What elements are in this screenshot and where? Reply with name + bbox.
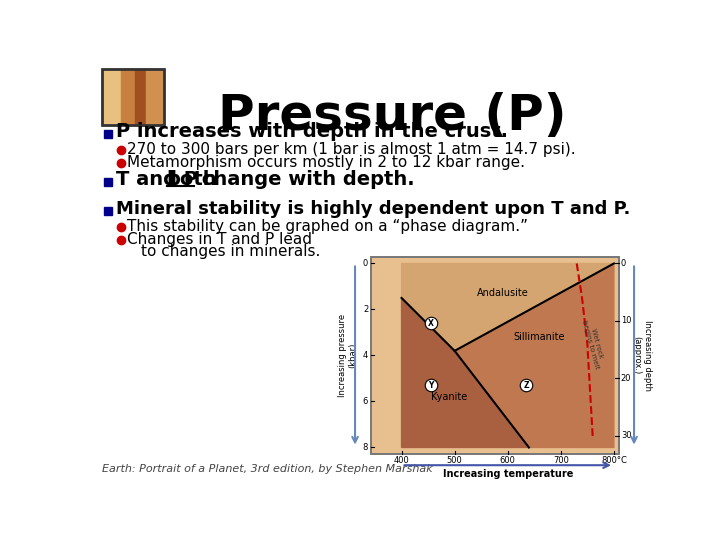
Text: X: X [428, 319, 433, 328]
Text: 400: 400 [394, 456, 410, 465]
Text: 600: 600 [500, 456, 516, 465]
Text: 0: 0 [363, 259, 368, 268]
Bar [104, 178, 112, 186]
Text: 700: 700 [553, 456, 569, 465]
Text: Z: Z [523, 381, 529, 390]
Text: Changes in T and P lead: Changes in T and P lead [127, 232, 312, 247]
Text: Mineral stability is highly dependent upon T and P.: Mineral stability is highly dependent up… [116, 200, 630, 218]
Text: P increases with depth in the crust.: P increases with depth in the crust. [116, 122, 508, 141]
Text: T and P: T and P [116, 170, 204, 189]
Text: Metamorphism occurs mostly in 2 to 12 kbar range.: Metamorphism occurs mostly in 2 to 12 kb… [127, 155, 525, 170]
Text: 30: 30 [621, 431, 631, 441]
Text: 800°C: 800°C [601, 456, 627, 465]
Text: Increasing temperature: Increasing temperature [443, 469, 573, 479]
Polygon shape [402, 298, 529, 448]
Text: Andalusite: Andalusite [477, 288, 528, 299]
Text: Increasing depth
(approx.): Increasing depth (approx.) [632, 320, 652, 391]
Text: 500: 500 [447, 456, 462, 465]
Text: 20: 20 [621, 374, 631, 383]
Bar [102, 69, 163, 125]
Text: 270 to 300 bars per km (1 bar is almost 1 atm = 14.7 psi).: 270 to 300 bars per km (1 bar is almost … [127, 142, 576, 157]
Text: 0: 0 [621, 259, 626, 268]
Text: 8: 8 [363, 443, 368, 452]
Bar [371, 257, 618, 454]
Text: Increasing pressure
(kbar): Increasing pressure (kbar) [338, 314, 357, 397]
Text: 10: 10 [621, 316, 631, 326]
Text: to changes in minerals.: to changes in minerals. [141, 244, 320, 259]
Bar [104, 130, 112, 138]
Text: both: both [167, 170, 217, 189]
Bar [371, 257, 618, 454]
Text: 2: 2 [363, 305, 368, 314]
Text: 6: 6 [363, 397, 368, 406]
Text: Wet rock
begins to melt: Wet rock begins to melt [581, 318, 606, 370]
Polygon shape [454, 264, 614, 448]
Text: Pressure (P): Pressure (P) [218, 92, 567, 140]
Text: Sillimanite: Sillimanite [514, 332, 565, 342]
Text: change with depth.: change with depth. [195, 170, 415, 189]
Bar [104, 207, 112, 215]
Text: This stability can be graphed on a “phase diagram.”: This stability can be graphed on a “phas… [127, 219, 528, 234]
Text: Earth: Portrait of a Planet, 3rd edition, by Stephen Marshak: Earth: Portrait of a Planet, 3rd edition… [102, 464, 433, 475]
Text: Kyanite: Kyanite [431, 392, 467, 402]
Text: 4: 4 [363, 351, 368, 360]
Polygon shape [402, 264, 614, 351]
Text: Y: Y [428, 381, 433, 390]
